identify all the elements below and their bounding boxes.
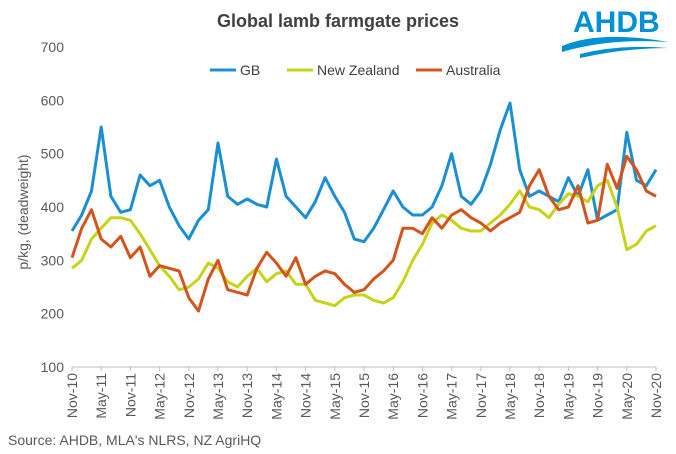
x-tick-label: Nov-10 [64,373,80,418]
y-tick-label: 700 [41,39,65,55]
y-tick-label: 400 [41,199,65,215]
legend-label-new-zealand: New Zealand [317,62,400,78]
y-tick-label: 100 [41,359,65,375]
x-tick-label: Nov-12 [181,373,197,418]
series-line-australia [70,154,657,313]
y-tick-label: 300 [41,252,65,268]
y-tick-label: 600 [41,92,65,108]
logo-text: AHDB [573,6,660,39]
series-line-gb [70,101,658,244]
series-lines [70,101,658,313]
x-tick-label: Nov-11 [122,373,138,417]
x-axis-ticks: Nov-10 May-11 Nov-11 May-12 Nov-12 May-13 Nov-… [64,367,664,420]
x-tick-label: May-18 [502,373,518,420]
x-tick-label: Nov-15 [356,373,372,418]
x-tick-label: May-13 [210,373,226,420]
x-tick-label: May-16 [385,373,401,420]
series-line-new-zealand [71,178,657,308]
x-tick-label: May-20 [619,373,635,420]
y-tick-label: 200 [41,306,65,322]
x-tick-label: Nov-17 [473,373,489,418]
logo-swoosh-lower [580,46,668,58]
ahdb-logo: AHDB [562,6,668,58]
x-tick-label: Nov-20 [648,373,664,418]
legend-label-gb: GB [240,62,260,78]
x-tick-label: May-15 [327,373,343,420]
x-tick-label: May-19 [560,373,576,420]
x-tick-label: May-17 [444,373,460,420]
x-tick-label: Nov-14 [298,373,314,418]
x-tick-label: May-11 [93,373,109,419]
x-tick-label: Nov-13 [239,373,255,418]
x-tick-label: Nov-19 [590,373,606,418]
y-axis-label: p/kg, (deadweight) [15,154,31,269]
x-tick-label: Nov-16 [414,373,430,418]
source-note: Source: AHDB, MLA's NLRS, NZ AgriHQ [8,432,261,448]
x-tick-label: Nov-18 [531,373,547,418]
y-axis-ticks: 100 200 300 400 500 600 700 [41,39,65,375]
legend: GB New Zealand Australia [210,62,501,78]
y-tick-label: 500 [41,146,65,162]
legend-label-australia: Australia [446,62,501,78]
logo-swoosh-upper [562,36,668,52]
x-tick-label: May-12 [152,373,168,420]
chart-title: Global lamb farmgate prices [217,11,459,31]
x-tick-label: May-14 [268,373,284,420]
